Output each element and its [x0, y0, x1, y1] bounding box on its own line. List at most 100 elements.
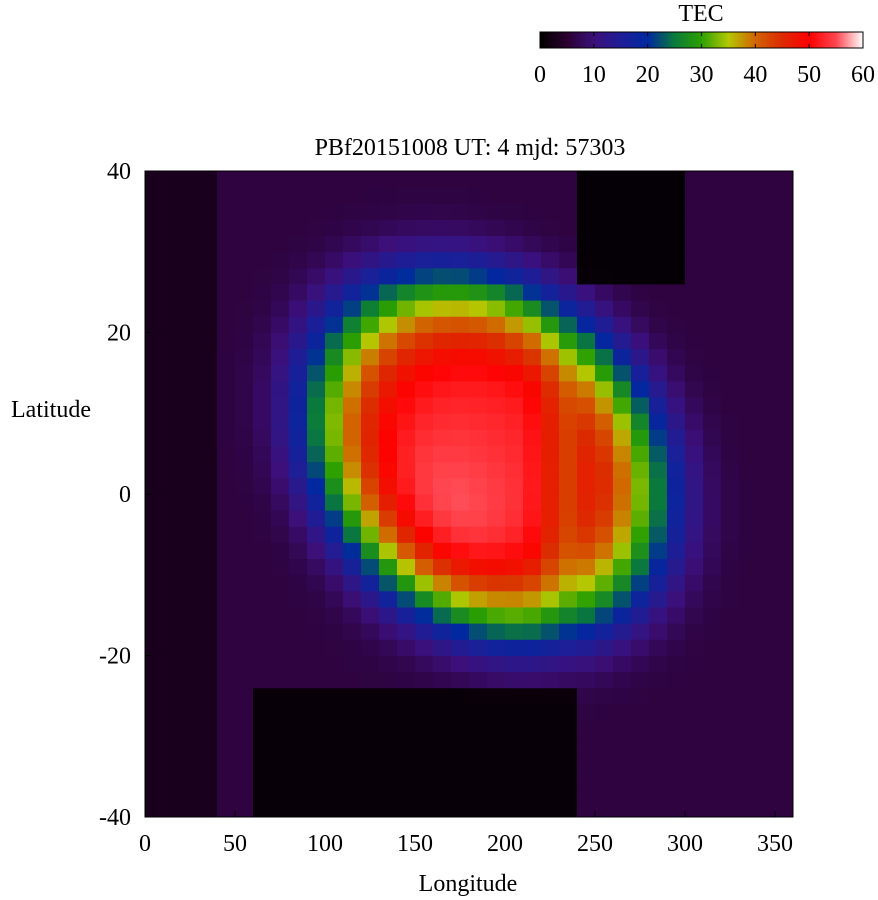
heatmap-cell: [577, 510, 596, 527]
heatmap-cell: [325, 171, 344, 188]
heatmap-cell: [361, 445, 380, 463]
heatmap-cell: [253, 267, 272, 285]
heatmap-cell: [325, 590, 344, 608]
heatmap-cell: [631, 364, 650, 382]
heatmap-cell: [433, 703, 452, 721]
heatmap-cell: [595, 397, 614, 414]
heatmap-cell: [163, 558, 182, 576]
heatmap-cell: [145, 703, 164, 721]
heatmap-cell: [631, 736, 650, 753]
heatmap-cell: [505, 219, 524, 236]
heatmap-cell: [379, 413, 398, 430]
heatmap-cell: [217, 494, 236, 511]
heatmap-cell: [181, 800, 200, 818]
heatmap-cell: [271, 752, 290, 769]
heatmap-cell: [649, 445, 668, 463]
heatmap-cell: [217, 397, 236, 414]
heatmap-cell: [559, 300, 578, 317]
heatmap-cell: [631, 203, 650, 220]
heatmap-cell: [667, 720, 686, 737]
heatmap-cell: [145, 687, 164, 705]
heatmap-cell: [559, 607, 578, 624]
heatmap-cell: [415, 607, 434, 624]
heatmap-cell: [505, 736, 524, 753]
heatmap-cell: [703, 397, 722, 414]
heatmap-cell: [721, 574, 740, 592]
heatmap-cell: [253, 332, 272, 350]
heatmap-cell: [649, 300, 668, 317]
heatmap-cell: [469, 542, 488, 559]
heatmap-cell: [667, 736, 686, 753]
heatmap-cell: [487, 284, 506, 301]
heatmap-cell: [577, 639, 596, 656]
heatmap-cell: [361, 784, 380, 802]
heatmap-cell: [163, 768, 182, 786]
heatmap-cell: [487, 316, 506, 333]
heatmap-cell: [361, 348, 380, 366]
heatmap-cell: [343, 526, 362, 543]
heatmap-cell: [325, 558, 344, 576]
heatmap-cell: [379, 687, 398, 705]
heatmap-cell: [181, 219, 200, 236]
heatmap-cell: [433, 720, 452, 737]
heatmap-cell: [739, 397, 758, 414]
heatmap-cell: [739, 784, 758, 802]
heatmap-cell: [685, 494, 704, 511]
heatmap-cell: [739, 251, 758, 269]
heatmap-cell: [361, 332, 380, 350]
heatmap-cell: [703, 768, 722, 786]
heatmap-cell: [667, 203, 686, 220]
heatmap-cell: [451, 203, 470, 220]
heatmap-cell: [685, 639, 704, 656]
heatmap-cell: [703, 639, 722, 656]
heatmap-cell: [307, 655, 326, 673]
heatmap-cell: [325, 752, 344, 769]
heatmap-cell: [235, 510, 254, 527]
heatmap-cell: [199, 203, 218, 220]
heatmap-cell: [217, 510, 236, 527]
heatmap-cell: [217, 800, 236, 818]
heatmap-cell: [667, 267, 686, 285]
heatmap-cell: [523, 526, 542, 543]
heatmap-cell: [649, 590, 668, 608]
heatmap-cell: [649, 752, 668, 769]
heatmap-cell: [703, 251, 722, 269]
heatmap-cell: [469, 171, 488, 188]
heatmap-cell: [343, 590, 362, 608]
heatmap-cell: [757, 752, 776, 769]
heatmap-cell: [505, 316, 524, 333]
heatmap-cell: [757, 171, 776, 188]
heatmap-cell: [289, 251, 308, 269]
heatmap-cell: [613, 510, 632, 527]
heatmap-cell: [685, 461, 704, 479]
heatmap-cell: [163, 461, 182, 479]
heatmap-cell: [163, 219, 182, 236]
heatmap-cell: [541, 574, 560, 592]
heatmap-cell: [163, 332, 182, 350]
heatmap-cell: [451, 736, 470, 753]
heatmap-cell: [649, 687, 668, 705]
heatmap-cell: [541, 768, 560, 786]
heatmap-cell: [541, 800, 560, 818]
heatmap-cell: [523, 332, 542, 350]
heatmap-cell: [523, 429, 542, 446]
heatmap-cell: [163, 510, 182, 527]
heatmap-cell: [577, 800, 596, 818]
heatmap-cell: [487, 332, 506, 350]
heatmap-cell: [307, 703, 326, 721]
heatmap-cell: [289, 187, 308, 204]
heatmap-cell: [487, 445, 506, 463]
heatmap-cell: [541, 703, 560, 721]
heatmap-cell: [433, 187, 452, 204]
heatmap-cell: [343, 510, 362, 527]
heatmap-cell: [721, 542, 740, 559]
heatmap-cell: [217, 590, 236, 608]
heatmap-cell: [703, 203, 722, 220]
heatmap-cell: [343, 800, 362, 818]
heatmap-cell: [199, 736, 218, 753]
heatmap-cell: [613, 413, 632, 430]
heatmap-cell: [523, 784, 542, 802]
heatmap-cell: [595, 720, 614, 737]
heatmap-cell: [667, 300, 686, 317]
heatmap-cell: [469, 461, 488, 479]
